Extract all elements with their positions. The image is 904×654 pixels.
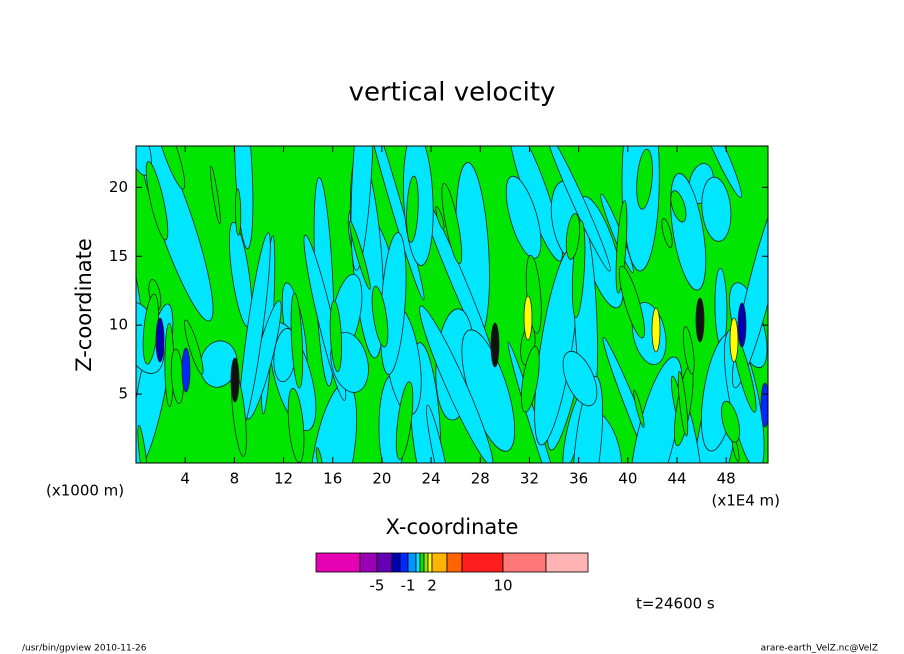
x-axis-label: X-coordinate [386,515,519,539]
contour-region [523,295,533,341]
colorbar-box [419,552,425,573]
colorbar-tick-label: -5 [370,577,385,595]
chart-title: vertical velocity [349,78,556,108]
colorbar-tick-label: 10 [493,577,512,595]
colorbar-box [399,552,409,573]
contour-region [315,447,324,463]
contour-region [371,285,389,348]
x-tick-label: 36 [569,470,588,488]
contour-region [572,375,604,463]
footer-right: arare-earth_VelZ.nc@VelZ [761,644,878,654]
contour-region [737,302,747,348]
contour-region [155,317,165,363]
contour-region [636,148,653,210]
contour-region [426,404,454,463]
y-tick-label: 20 [109,178,128,196]
colorbar-box [427,552,433,573]
contour-region [615,200,628,294]
y-tick-label: 5 [118,385,128,403]
contour-region [210,165,221,225]
colorbar-box [461,552,504,573]
colorbar-box [315,552,361,573]
colorbar-tick-label: -1 [401,577,416,595]
contour-region [701,176,732,242]
plot-frame [135,145,769,464]
contour-region [184,319,204,375]
y-axis-label: Z-coordinate [72,238,96,372]
contour-region [361,146,425,301]
contour-region [677,371,689,437]
colorbar-box [545,552,589,573]
contour-region [633,389,645,428]
contour-region [329,300,343,373]
contour-region [152,146,186,190]
contour-region [290,292,304,389]
x-tick-label: 24 [422,470,441,488]
contour-region [545,146,611,272]
colorbar-box [407,552,417,573]
x-tick-label: 4 [180,470,190,488]
colorbar-box [359,552,378,573]
contour-region [230,357,240,403]
colorbar-tick-label: 2 [427,577,437,595]
contour-region [629,356,683,463]
contour-region [562,350,598,407]
y-tick-label: 15 [109,247,128,265]
contour-region [565,213,580,260]
x-tick-label: 44 [667,470,686,488]
contour-region [441,183,463,265]
contour-region [505,175,542,259]
contour-region [670,190,687,223]
x-tick-label: 28 [471,470,490,488]
colorbar-box [446,552,463,573]
contour-region [406,175,419,243]
contour-region [349,220,371,290]
contour-field [136,146,768,463]
contour-region [181,347,191,393]
contour-region [234,188,242,236]
contour-region [419,305,494,463]
colorbar-box [376,552,393,573]
contour-region [695,297,705,343]
x-tick-label: 16 [323,470,342,488]
contour-region [395,381,414,460]
contour-region [721,400,741,443]
x-tick-label: 48 [717,470,736,488]
colorbar-box [391,552,401,573]
footer-left: /usr/bin/gpview 2010-11-26 [22,644,147,654]
colorbar-box [423,552,429,573]
x-tick-label: 40 [618,470,637,488]
x-tick-label: 12 [274,470,293,488]
x-tick-label: 8 [230,470,240,488]
x-tick-label: 32 [520,470,539,488]
colorbar-box [431,552,448,573]
contour-region [729,317,739,363]
contour-region [521,346,540,413]
contour-region [350,146,374,271]
colorbar-box [502,552,547,573]
contour-region [137,425,150,463]
x-tick-label: 20 [372,470,391,488]
y-tick-label: 10 [109,316,128,334]
time-label: t=24600 s [636,595,715,613]
x-unit: (x1E4 m) [711,492,780,510]
contour-region [435,206,445,230]
contour-region [651,307,661,353]
contour-region [490,322,500,368]
contour-region [732,181,768,389]
contour-region [682,326,695,375]
contour-region [145,161,169,241]
y-unit: (x1000 m) [46,482,124,500]
contour-region [618,265,645,339]
contour-region [661,218,673,248]
colorbar-box [415,552,421,573]
contour-region [287,388,305,463]
